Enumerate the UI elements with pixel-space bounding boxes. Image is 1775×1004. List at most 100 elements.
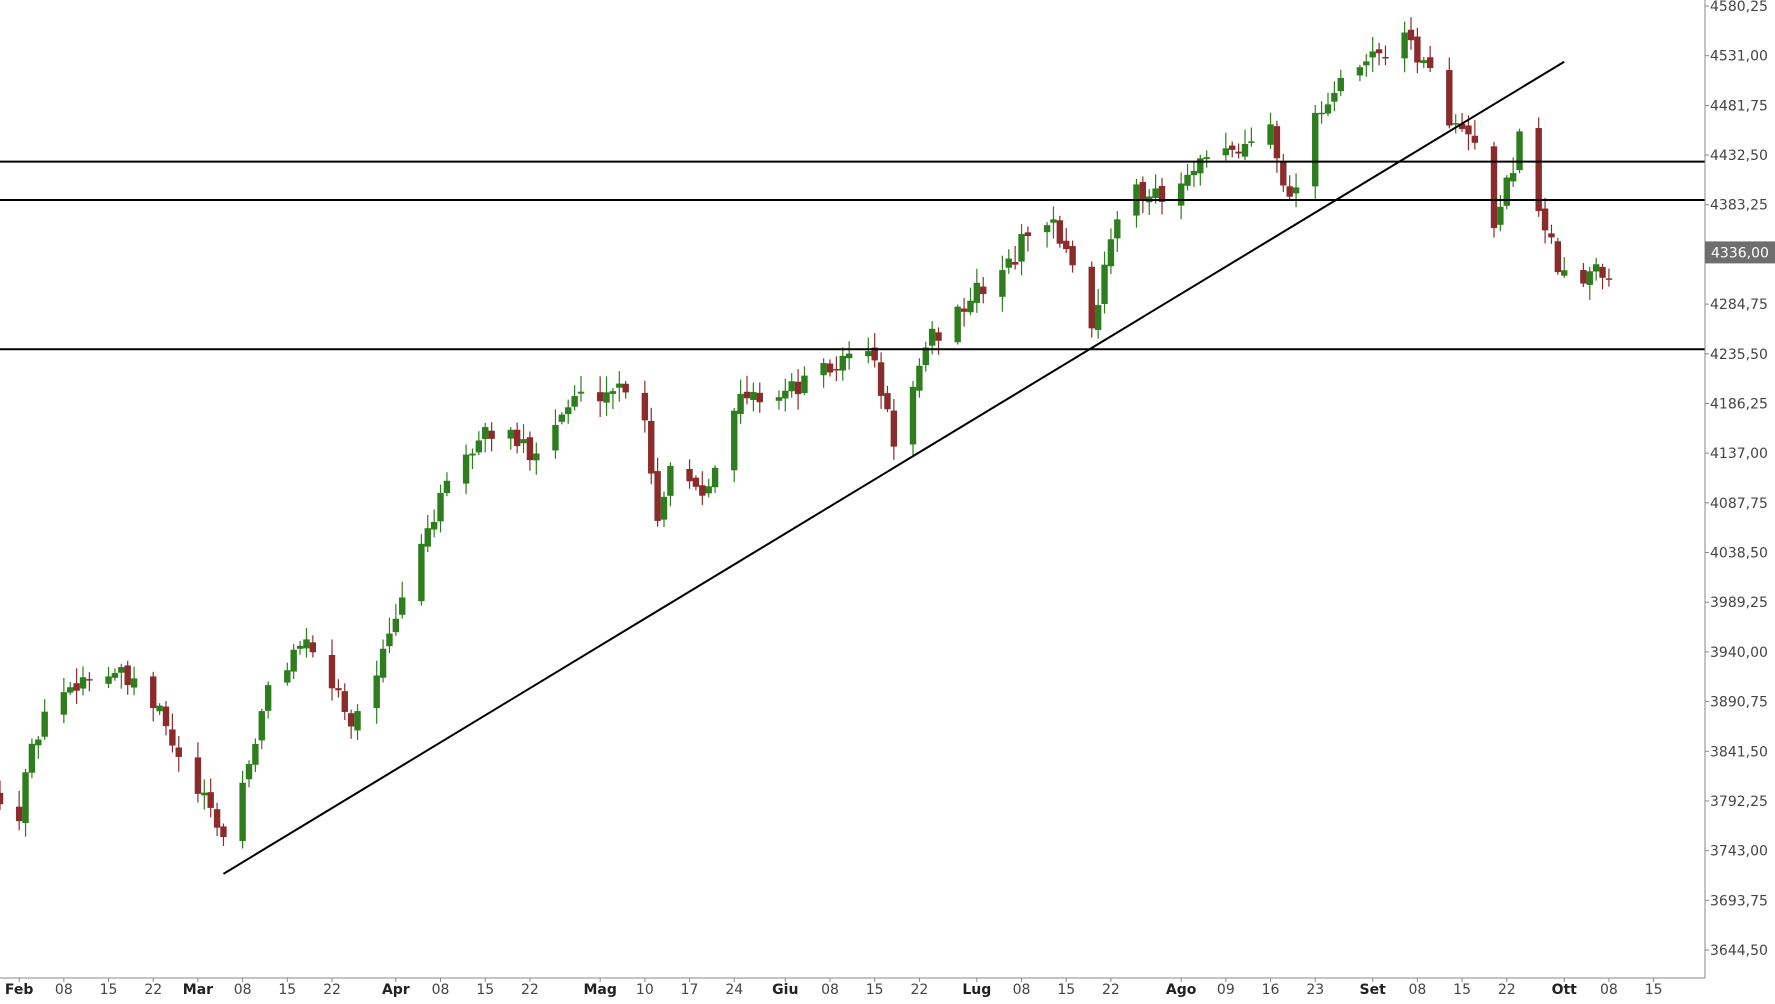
candle xyxy=(596,376,604,417)
candle xyxy=(239,770,246,849)
candle xyxy=(520,424,527,454)
candle xyxy=(1401,21,1408,73)
candle xyxy=(354,704,361,741)
candle-body xyxy=(622,383,629,393)
candle-body xyxy=(1446,70,1453,126)
candle xyxy=(756,382,763,413)
candle xyxy=(1446,57,1453,129)
candle xyxy=(1452,114,1459,134)
candle xyxy=(1235,143,1242,159)
candle-body xyxy=(833,369,840,371)
candle-body xyxy=(1503,177,1510,206)
x-tick-label: 22 xyxy=(910,982,928,998)
candle-body xyxy=(788,381,795,392)
y-tick-label: 3989,25 xyxy=(1710,595,1768,611)
candle-body xyxy=(386,633,393,647)
candle xyxy=(660,491,668,528)
candle-body xyxy=(558,414,566,422)
candle xyxy=(705,478,712,498)
candle-body xyxy=(1363,61,1370,66)
candle-body xyxy=(1312,112,1319,187)
candle xyxy=(826,359,834,377)
y-tick-label: 4383,25 xyxy=(1710,198,1768,214)
candle-body xyxy=(105,676,112,684)
candle-body xyxy=(373,675,380,709)
candle xyxy=(430,509,438,538)
candle xyxy=(1580,262,1587,287)
candle-body xyxy=(1535,128,1542,212)
candle xyxy=(303,627,310,658)
candle xyxy=(194,742,202,803)
candle-body xyxy=(111,673,119,678)
candle xyxy=(839,347,846,381)
candle xyxy=(1050,206,1057,239)
candle-body xyxy=(469,453,476,456)
candle-body xyxy=(552,424,559,451)
candle-body xyxy=(194,757,202,794)
candle-body xyxy=(1139,181,1147,199)
candle xyxy=(884,385,891,413)
candle-body xyxy=(1286,186,1293,197)
candle xyxy=(609,388,617,410)
candle-body xyxy=(354,711,361,731)
candle-body xyxy=(801,375,808,394)
candle xyxy=(1592,258,1600,281)
candle xyxy=(1011,246,1019,270)
candle-body xyxy=(162,706,170,727)
candle-body xyxy=(641,392,649,421)
candle xyxy=(1024,226,1032,252)
candle xyxy=(1324,92,1332,117)
candle xyxy=(284,662,291,686)
candle-body xyxy=(960,308,968,312)
candle xyxy=(245,760,253,788)
candle-body xyxy=(1541,208,1549,231)
candle xyxy=(1177,172,1185,220)
candle xyxy=(258,708,265,750)
candle xyxy=(379,639,387,683)
x-tick-label: 08 xyxy=(432,982,450,998)
candle xyxy=(347,709,355,739)
candle-body xyxy=(86,679,93,681)
candle-body xyxy=(1280,161,1287,186)
candle-body xyxy=(335,688,342,691)
x-tick-label: 22 xyxy=(144,982,162,998)
y-tick-label: 3644,50 xyxy=(1710,943,1768,959)
candle xyxy=(1248,127,1255,147)
x-month-label: Mag xyxy=(583,982,616,998)
x-tick-label: 09 xyxy=(1217,982,1235,998)
candle xyxy=(533,442,540,475)
candle xyxy=(865,337,872,364)
candle-body xyxy=(916,365,923,391)
candle xyxy=(341,683,348,721)
candle-body xyxy=(124,665,131,686)
candle-body xyxy=(67,687,74,693)
y-tick-label: 4531,00 xyxy=(1710,49,1768,65)
candle xyxy=(335,679,342,698)
candle xyxy=(622,380,629,399)
candle xyxy=(207,778,214,818)
x-tick-label: 15 xyxy=(476,982,494,998)
y-tick-label: 3841,50 xyxy=(1710,744,1768,760)
candle-body xyxy=(1414,36,1421,63)
candle-body xyxy=(1222,148,1230,156)
candle xyxy=(1516,128,1523,174)
y-tick-label: 3743,00 xyxy=(1710,844,1768,860)
candle xyxy=(1414,27,1421,74)
candle-body xyxy=(1401,32,1408,59)
candle xyxy=(1101,251,1108,314)
candle xyxy=(1043,222,1051,248)
candle-body xyxy=(909,386,917,445)
candle xyxy=(743,375,751,405)
candle xyxy=(424,514,431,553)
candle xyxy=(1088,261,1095,338)
candle xyxy=(871,333,878,368)
candle-body xyxy=(418,543,425,602)
x-tick-label: 08 xyxy=(1408,982,1426,998)
candle xyxy=(1069,240,1076,273)
candle xyxy=(1471,120,1479,150)
candle-body xyxy=(1056,220,1064,244)
candle-body xyxy=(1375,49,1383,54)
candle-body xyxy=(1241,143,1249,157)
candle xyxy=(1056,215,1064,248)
candle-body xyxy=(731,410,738,471)
